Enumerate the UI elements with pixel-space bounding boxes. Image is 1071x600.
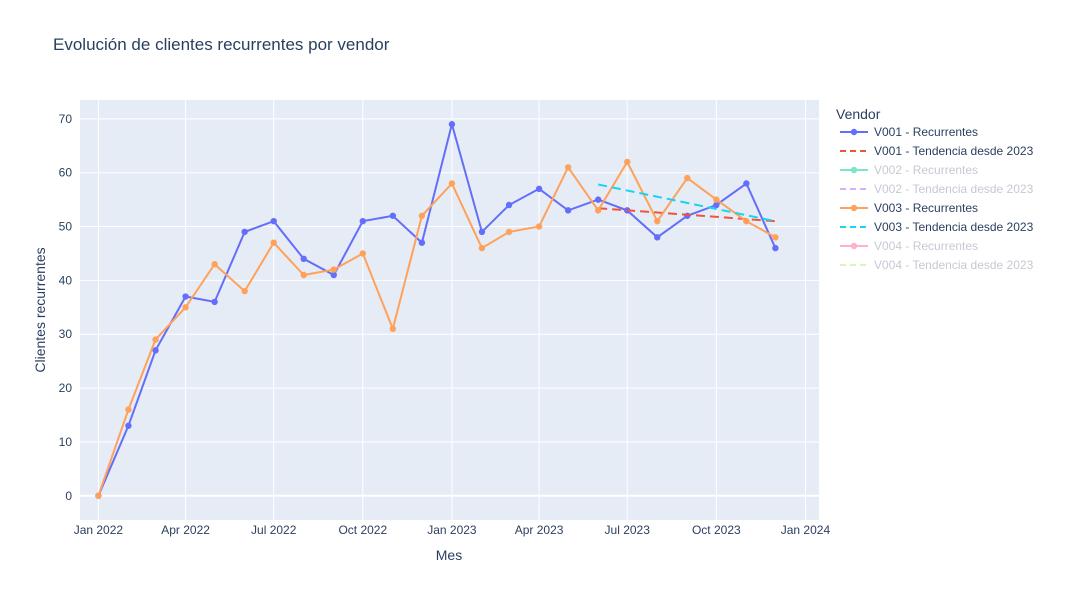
data-point [594, 196, 602, 203]
data-point [95, 492, 102, 499]
legend-label: V002 - Recurrentes [874, 163, 978, 177]
legend-item[interactable]: V002 - Tendencia desde 2023 [840, 182, 1034, 196]
data-point [772, 244, 779, 252]
data-point [211, 261, 218, 268]
data-point [300, 255, 307, 263]
y-tick-label: 20 [59, 381, 73, 395]
data-point [594, 207, 602, 214]
data-point [478, 244, 486, 252]
series-line [97, 159, 776, 497]
data-point [182, 293, 189, 300]
legend-item[interactable]: V001 - Tendencia desde 2023 [840, 144, 1034, 158]
y-tick-label: 60 [59, 166, 73, 180]
series-line [97, 120, 777, 497]
y-axis-ticks: 0 10 20 30 40 50 60 70 [59, 112, 73, 503]
legend-item[interactable]: V003 - Recurrentes [840, 201, 978, 215]
data-point [743, 180, 750, 187]
data-point [152, 347, 159, 354]
legend-item[interactable]: V002 - Recurrentes [840, 163, 978, 177]
data-point [389, 212, 397, 219]
data-point [241, 228, 248, 236]
grid [80, 100, 819, 520]
data-point [564, 164, 572, 171]
y-tick-label: 70 [59, 112, 73, 126]
data-point [270, 217, 277, 225]
data-point [448, 121, 456, 128]
data-point [713, 201, 720, 209]
legend-marker [850, 128, 858, 136]
data-point [624, 158, 631, 166]
data-point [125, 406, 132, 413]
y-axis-title: Clientes recurrentes [32, 247, 48, 372]
legend-item[interactable]: V004 - Tendencia desde 2023 [840, 258, 1034, 272]
data-point [330, 271, 337, 279]
x-tick-label: Jul 2023 [605, 523, 651, 537]
data-point [654, 217, 661, 225]
legend-label: V004 - Recurrentes [874, 239, 978, 253]
data-point [359, 250, 367, 257]
x-axis-title: Mes [436, 547, 462, 563]
data-point [564, 207, 572, 214]
data-point [654, 234, 661, 241]
legend-marker [850, 166, 858, 174]
x-tick-label: Jan 2022 [74, 523, 124, 537]
series-1 [95, 120, 779, 499]
x-tick-label: Jan 2024 [781, 523, 831, 537]
data-point [505, 228, 513, 236]
legend-label: V002 - Tendencia desde 2023 [874, 182, 1034, 196]
data-point [713, 196, 720, 203]
y-tick-label: 10 [59, 435, 73, 449]
legend-label: V003 - Recurrentes [874, 201, 978, 215]
legend-label: V003 - Tendencia desde 2023 [874, 220, 1034, 234]
legend-item[interactable]: V004 - Recurrentes [840, 239, 978, 253]
legend-label: V001 - Tendencia desde 2023 [874, 144, 1034, 158]
data-point [772, 234, 779, 241]
series-layer [95, 120, 779, 499]
data-point [182, 304, 189, 311]
data-point [359, 217, 367, 225]
data-point [152, 336, 159, 343]
data-point [684, 174, 691, 182]
x-axis-ticks: Jan 2022 Apr 2022 Jul 2022 Oct 2022 Jan 2023… [74, 523, 831, 537]
data-point [535, 223, 543, 230]
x-tick-label: Apr 2023 [515, 523, 564, 537]
series-5 [95, 158, 779, 499]
y-tick-label: 0 [65, 489, 72, 503]
data-point [743, 217, 750, 225]
legend-label: V004 - Tendencia desde 2023 [874, 258, 1034, 272]
plot-area [80, 100, 819, 520]
chart-title: Evolución de clientes recurrentes por ve… [53, 35, 390, 54]
data-point [389, 325, 397, 333]
trend-line [597, 183, 776, 223]
legend-marker [850, 204, 858, 212]
data-point [300, 271, 307, 279]
data-point [505, 201, 513, 209]
data-point [125, 422, 132, 429]
legend-title: Vendor [836, 106, 881, 122]
data-point [418, 239, 426, 246]
legend-label: V001 - Recurrentes [874, 125, 978, 139]
data-point [330, 266, 337, 273]
y-tick-label: 50 [59, 220, 73, 234]
data-point [448, 180, 456, 187]
data-point [241, 287, 248, 295]
data-point [478, 228, 486, 236]
x-tick-label: Oct 2023 [692, 523, 741, 537]
legend-item[interactable]: V003 - Tendencia desde 2023 [840, 220, 1034, 234]
data-point [270, 239, 277, 246]
x-tick-label: Jul 2022 [251, 523, 297, 537]
series-6 [597, 183, 776, 223]
legend[interactable]: Vendor V001 - Recurrentes V001 - Tendenci… [836, 106, 1034, 272]
y-tick-label: 30 [59, 327, 73, 341]
x-tick-label: Oct 2022 [338, 523, 387, 537]
x-tick-label: Jan 2023 [427, 523, 477, 537]
x-tick-label: Apr 2022 [161, 523, 210, 537]
data-point [535, 185, 543, 193]
legend-marker [850, 242, 858, 250]
y-tick-label: 40 [59, 273, 73, 287]
data-point [418, 212, 426, 219]
legend-item[interactable]: V001 - Recurrentes [840, 125, 978, 139]
data-point [211, 298, 218, 306]
